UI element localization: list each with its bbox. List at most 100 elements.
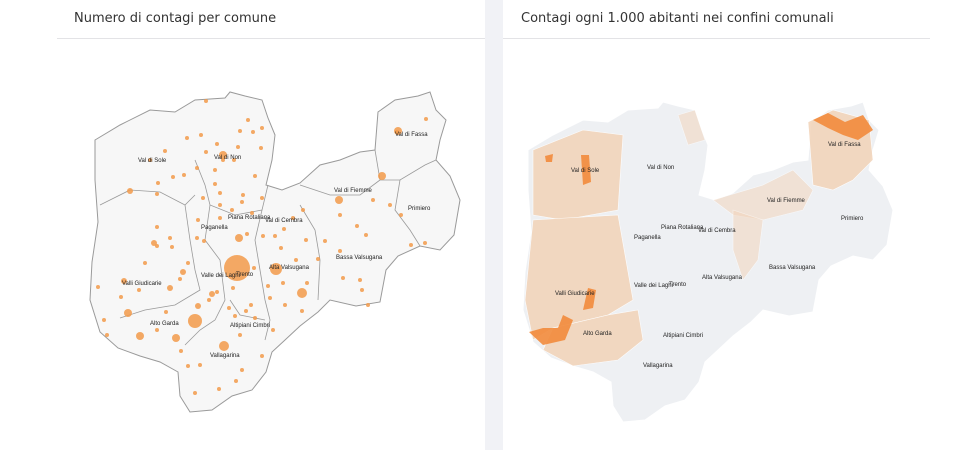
cases-bubble[interactable]	[252, 266, 256, 270]
cases-bubble[interactable]	[155, 328, 159, 332]
cases-bubble[interactable]	[179, 349, 183, 353]
cases-bubble[interactable]	[221, 158, 225, 162]
cases-bubble[interactable]	[259, 146, 263, 150]
cases-bubble[interactable]	[155, 192, 159, 196]
cases-bubble[interactable]	[338, 213, 342, 217]
cases-bubble[interactable]	[137, 288, 141, 292]
cases-bubble[interactable]	[301, 208, 305, 212]
cases-bubble[interactable]	[249, 303, 253, 307]
cases-bubble[interactable]	[207, 298, 211, 302]
cases-bubble[interactable]	[240, 200, 244, 204]
cases-bubble[interactable]	[217, 387, 221, 391]
cases-bubble[interactable]	[127, 188, 133, 194]
cases-bubble[interactable]	[240, 368, 244, 372]
cases-bubble[interactable]	[388, 203, 392, 207]
municipality-area-high[interactable]	[583, 288, 596, 310]
cases-bubble[interactable]	[178, 277, 182, 281]
cases-bubble[interactable]	[241, 193, 245, 197]
cases-bubble[interactable]	[238, 333, 242, 337]
choropleth-map[interactable]: Val di Sole Val di Non Val di Fassa Val di …	[503, 0, 980, 450]
cases-bubble[interactable]	[168, 236, 172, 240]
cases-bubble[interactable]	[253, 174, 257, 178]
cases-bubble[interactable]	[424, 117, 428, 121]
municipality-area-high[interactable]	[813, 113, 873, 140]
cases-bubble[interactable]	[271, 328, 275, 332]
cases-bubble[interactable]	[338, 249, 342, 253]
cases-bubble[interactable]	[105, 333, 109, 337]
bubble-map[interactable]: Val di Sole Val di Non Val di Fassa Val di …	[0, 0, 485, 450]
cases-bubble[interactable]	[294, 258, 298, 262]
cases-bubble[interactable]	[204, 99, 208, 103]
cases-bubble[interactable]	[204, 150, 208, 154]
cases-bubble[interactable]	[231, 286, 235, 290]
cases-bubble[interactable]	[250, 211, 254, 215]
cases-bubble[interactable]	[219, 151, 227, 159]
cases-bubble[interactable]	[360, 288, 364, 292]
cases-bubble[interactable]	[364, 233, 368, 237]
cases-bubble[interactable]	[164, 310, 168, 314]
cases-bubble[interactable]	[186, 364, 190, 368]
cases-bubble[interactable]	[291, 216, 295, 220]
cases-bubble[interactable]	[234, 379, 238, 383]
cases-bubble[interactable]	[297, 288, 307, 298]
cases-bubble[interactable]	[163, 149, 167, 153]
municipality-area[interactable]	[677, 109, 706, 146]
cases-bubble[interactable]	[202, 239, 206, 243]
cases-bubble[interactable]	[245, 232, 249, 236]
cases-bubble[interactable]	[224, 255, 250, 281]
cases-bubble[interactable]	[182, 173, 186, 177]
cases-bubble[interactable]	[148, 158, 152, 162]
municipality-area-high[interactable]	[529, 315, 573, 345]
cases-bubble[interactable]	[96, 285, 100, 289]
cases-bubble[interactable]	[196, 218, 200, 222]
municipality-area[interactable]	[732, 209, 764, 281]
cases-bubble[interactable]	[282, 227, 286, 231]
cases-bubble[interactable]	[251, 130, 255, 134]
cases-bubble[interactable]	[233, 314, 237, 318]
cases-bubble[interactable]	[266, 284, 270, 288]
cases-bubble[interactable]	[378, 172, 386, 180]
cases-bubble[interactable]	[283, 303, 287, 307]
cases-bubble[interactable]	[355, 224, 359, 228]
cases-bubble[interactable]	[188, 314, 202, 328]
cases-bubble[interactable]	[219, 341, 229, 351]
cases-bubble[interactable]	[201, 196, 205, 200]
cases-bubble[interactable]	[170, 245, 174, 249]
cases-bubble[interactable]	[215, 290, 219, 294]
cases-bubble[interactable]	[218, 203, 222, 207]
cases-bubble[interactable]	[185, 136, 189, 140]
cases-bubble[interactable]	[358, 278, 362, 282]
cases-bubble[interactable]	[209, 291, 215, 297]
cases-bubble[interactable]	[246, 118, 250, 122]
cases-bubble[interactable]	[273, 234, 277, 238]
cases-bubble[interactable]	[218, 216, 222, 220]
cases-bubble[interactable]	[238, 129, 242, 133]
cases-bubble[interactable]	[199, 133, 203, 137]
cases-bubble[interactable]	[151, 240, 157, 246]
cases-bubble[interactable]	[261, 234, 265, 238]
cases-bubble[interactable]	[171, 175, 175, 179]
cases-bubble[interactable]	[155, 225, 159, 229]
cases-bubble[interactable]	[195, 166, 199, 170]
cases-bubble[interactable]	[394, 127, 402, 135]
cases-bubble[interactable]	[167, 285, 173, 291]
municipality-area[interactable]	[542, 309, 644, 367]
cases-bubble[interactable]	[409, 243, 413, 247]
cases-bubble[interactable]	[236, 145, 240, 149]
cases-bubble[interactable]	[260, 126, 264, 130]
cases-bubble[interactable]	[136, 332, 144, 340]
cases-bubble[interactable]	[198, 363, 202, 367]
cases-bubble[interactable]	[235, 234, 243, 242]
cases-bubble[interactable]	[253, 316, 257, 320]
cases-bubble[interactable]	[399, 213, 403, 217]
cases-bubble[interactable]	[218, 191, 222, 195]
cases-bubble[interactable]	[316, 257, 320, 261]
cases-bubble[interactable]	[279, 246, 283, 250]
cases-bubble[interactable]	[423, 241, 427, 245]
cases-bubble[interactable]	[213, 168, 217, 172]
cases-bubble[interactable]	[323, 239, 327, 243]
municipality-area-high[interactable]	[581, 155, 591, 185]
cases-bubble[interactable]	[305, 281, 309, 285]
cases-bubble[interactable]	[215, 142, 219, 146]
cases-bubble[interactable]	[119, 295, 123, 299]
